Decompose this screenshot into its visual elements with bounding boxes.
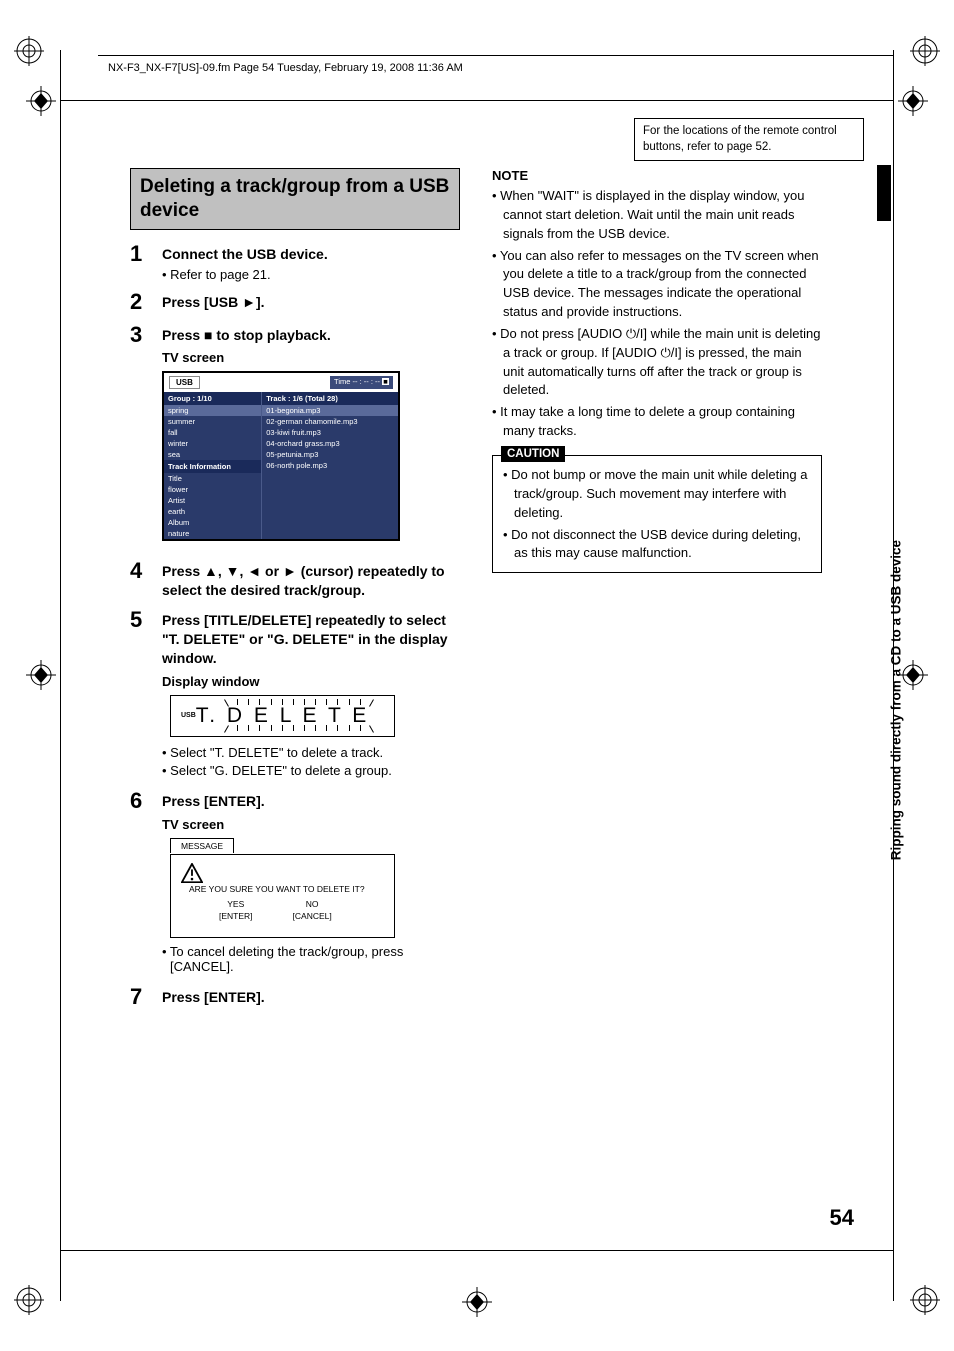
reg-mark-tl — [14, 36, 44, 66]
tv1-info-row: Title — [164, 473, 261, 484]
tv1-track-row: 02-german chamomile.mp3 — [262, 416, 398, 427]
step-7-num: 7 — [130, 985, 150, 1009]
caution-item: • Do not disconnect the USB device durin… — [503, 526, 811, 564]
step-4-num: 4 — [130, 559, 150, 600]
reg-mark-tc2 — [898, 86, 928, 116]
crop-line-top — [60, 100, 894, 101]
note-list: • When "WAIT" is displayed in the displa… — [492, 187, 822, 441]
step-6-tv-label: TV screen — [162, 817, 460, 832]
tv1-group-row: winter — [164, 438, 261, 449]
header-rule — [98, 55, 894, 56]
step-2-num: 2 — [130, 290, 150, 314]
reg-mark-mc — [462, 1287, 492, 1317]
note-item: • It may take a long time to delete a gr… — [492, 403, 822, 441]
page-number: 54 — [830, 1205, 854, 1231]
note-item: • Do not press [AUDIO ⏻/I] while the mai… — [492, 325, 822, 400]
step-1: 1 Connect the USB device. • Refer to pag… — [130, 242, 460, 283]
note-heading: NOTE — [492, 168, 822, 183]
section-title: Deleting a track/group from a USB device — [130, 168, 460, 230]
step-5-display-label: Display window — [162, 674, 460, 689]
tv1-info-row: Album — [164, 517, 261, 528]
msg-yes-btn: [ENTER] — [219, 910, 253, 923]
caution-box: CAUTION • Do not bump or move the main u… — [492, 455, 822, 573]
tv1-track-row — [262, 493, 398, 504]
msg-no: NO — [293, 898, 332, 911]
tv1-info-header: Track Information — [164, 460, 261, 473]
tv1-track-row: 05-petunia.mp3 — [262, 449, 398, 460]
step-6-bullet-1: • To cancel deleting the track/group, pr… — [162, 944, 460, 974]
right-column: NOTE • When "WAIT" is displayed in the d… — [492, 168, 822, 1017]
tv-screen-1: USB Time -- : -- : --■ Group : 1/10 spri… — [162, 371, 400, 541]
step-2-head: Press [USB ►]. — [162, 293, 460, 312]
tv1-track-row: 03-kiwi fruit.mp3 — [262, 427, 398, 438]
note-item: • When "WAIT" is displayed in the displa… — [492, 187, 822, 244]
step-3-num: 3 — [130, 323, 150, 552]
tv1-group-header: Group : 1/10 — [164, 392, 261, 405]
reg-mark-tr — [910, 36, 940, 66]
caution-item: • Do not bump or move the main unit whil… — [503, 466, 811, 523]
tv1-track-row — [262, 526, 398, 537]
step-1-sub: • Refer to page 21. — [162, 267, 460, 282]
reg-mark-ml — [26, 660, 56, 690]
tv1-info-row: earth — [164, 506, 261, 517]
tv1-track-row — [262, 504, 398, 515]
reg-mark-br — [910, 1285, 940, 1315]
tv1-track-row: 04-orchard grass.mp3 — [262, 438, 398, 449]
msg-no-btn: [CANCEL] — [293, 910, 332, 923]
tv1-track-row — [262, 471, 398, 482]
display-usb-label: USB — [181, 712, 196, 719]
tv1-track-row — [262, 482, 398, 493]
step-5: 5 Press [TITLE/DELETE] repeatedly to sel… — [130, 608, 460, 781]
crop-line-bottom — [60, 1250, 894, 1251]
tv1-track-header: Track : 1/6 (Total 28) — [262, 392, 398, 405]
remote-note-box: For the locations of the remote control … — [634, 118, 864, 161]
left-column: Deleting a track/group from a USB device… — [130, 168, 460, 1017]
display-window: USB T. D E L E T E — [170, 695, 395, 737]
step-7: 7 Press [ENTER]. — [130, 985, 460, 1009]
msg-question: ARE YOU SURE YOU WANT TO DELETE IT? — [189, 884, 365, 894]
step-4: 4 Press ▲, ▼, ◄ or ► (cursor) repeatedly… — [130, 559, 460, 600]
side-section-label: Ripping sound directly from a CD to a US… — [888, 540, 903, 860]
step-3-tv-label: TV screen — [162, 350, 460, 365]
step-6: 6 Press [ENTER]. TV screen MESSAGE ARE Y… — [130, 789, 460, 977]
step-1-num: 1 — [130, 242, 150, 283]
tv1-info-row: nature — [164, 528, 261, 539]
tv1-group-row: spring — [164, 405, 261, 416]
step-5-num: 5 — [130, 608, 150, 781]
msg-tab: MESSAGE — [170, 838, 234, 853]
step-3: 3 Press ■ to stop playback. TV screen US… — [130, 323, 460, 552]
step-5-bullet-2: • Select "G. DELETE" to delete a group. — [162, 763, 460, 778]
note-item: • You can also refer to messages on the … — [492, 247, 822, 322]
step-6-head: Press [ENTER]. — [162, 792, 460, 811]
side-tab — [877, 165, 891, 221]
tv1-time: Time -- : -- : --■ — [330, 376, 393, 389]
tv1-track-row — [262, 515, 398, 526]
step-7-head: Press [ENTER]. — [162, 988, 460, 1007]
reg-mark-bl — [14, 1285, 44, 1315]
warning-icon — [181, 863, 203, 883]
step-4-head: Press ▲, ▼, ◄ or ► (cursor) repeatedly t… — [162, 562, 460, 600]
tv1-track-row: 06-north pole.mp3 — [262, 460, 398, 471]
step-6-num: 6 — [130, 789, 150, 977]
header-file-info: NX-F3_NX-F7[US]-09.fm Page 54 Tuesday, F… — [108, 62, 463, 74]
tv1-track-row: 01-begonia.mp3 — [262, 405, 398, 416]
step-1-head: Connect the USB device. — [162, 245, 460, 264]
display-ticks-bot — [226, 725, 372, 733]
content-area: Deleting a track/group from a USB device… — [130, 168, 830, 1017]
step-3-head: Press ■ to stop playback. — [162, 326, 460, 345]
tv1-group-row: sea — [164, 449, 261, 460]
tv1-info-row: flower — [164, 484, 261, 495]
tv1-group-row: fall — [164, 427, 261, 438]
tv1-group-row: summer — [164, 416, 261, 427]
tv1-usb-badge: USB — [169, 376, 200, 389]
caution-label: CAUTION — [501, 446, 565, 462]
caution-list: • Do not bump or move the main unit whil… — [503, 466, 811, 563]
msg-yes: YES — [219, 898, 253, 911]
reg-mark-tc — [26, 86, 56, 116]
crop-line-left — [60, 50, 61, 1301]
step-2: 2 Press [USB ►]. — [130, 290, 460, 314]
step-5-head: Press [TITLE/DELETE] repeatedly to selec… — [162, 611, 460, 668]
step-5-bullet-1: • Select "T. DELETE" to delete a track. — [162, 745, 460, 760]
tv1-info-row: Artist — [164, 495, 261, 506]
